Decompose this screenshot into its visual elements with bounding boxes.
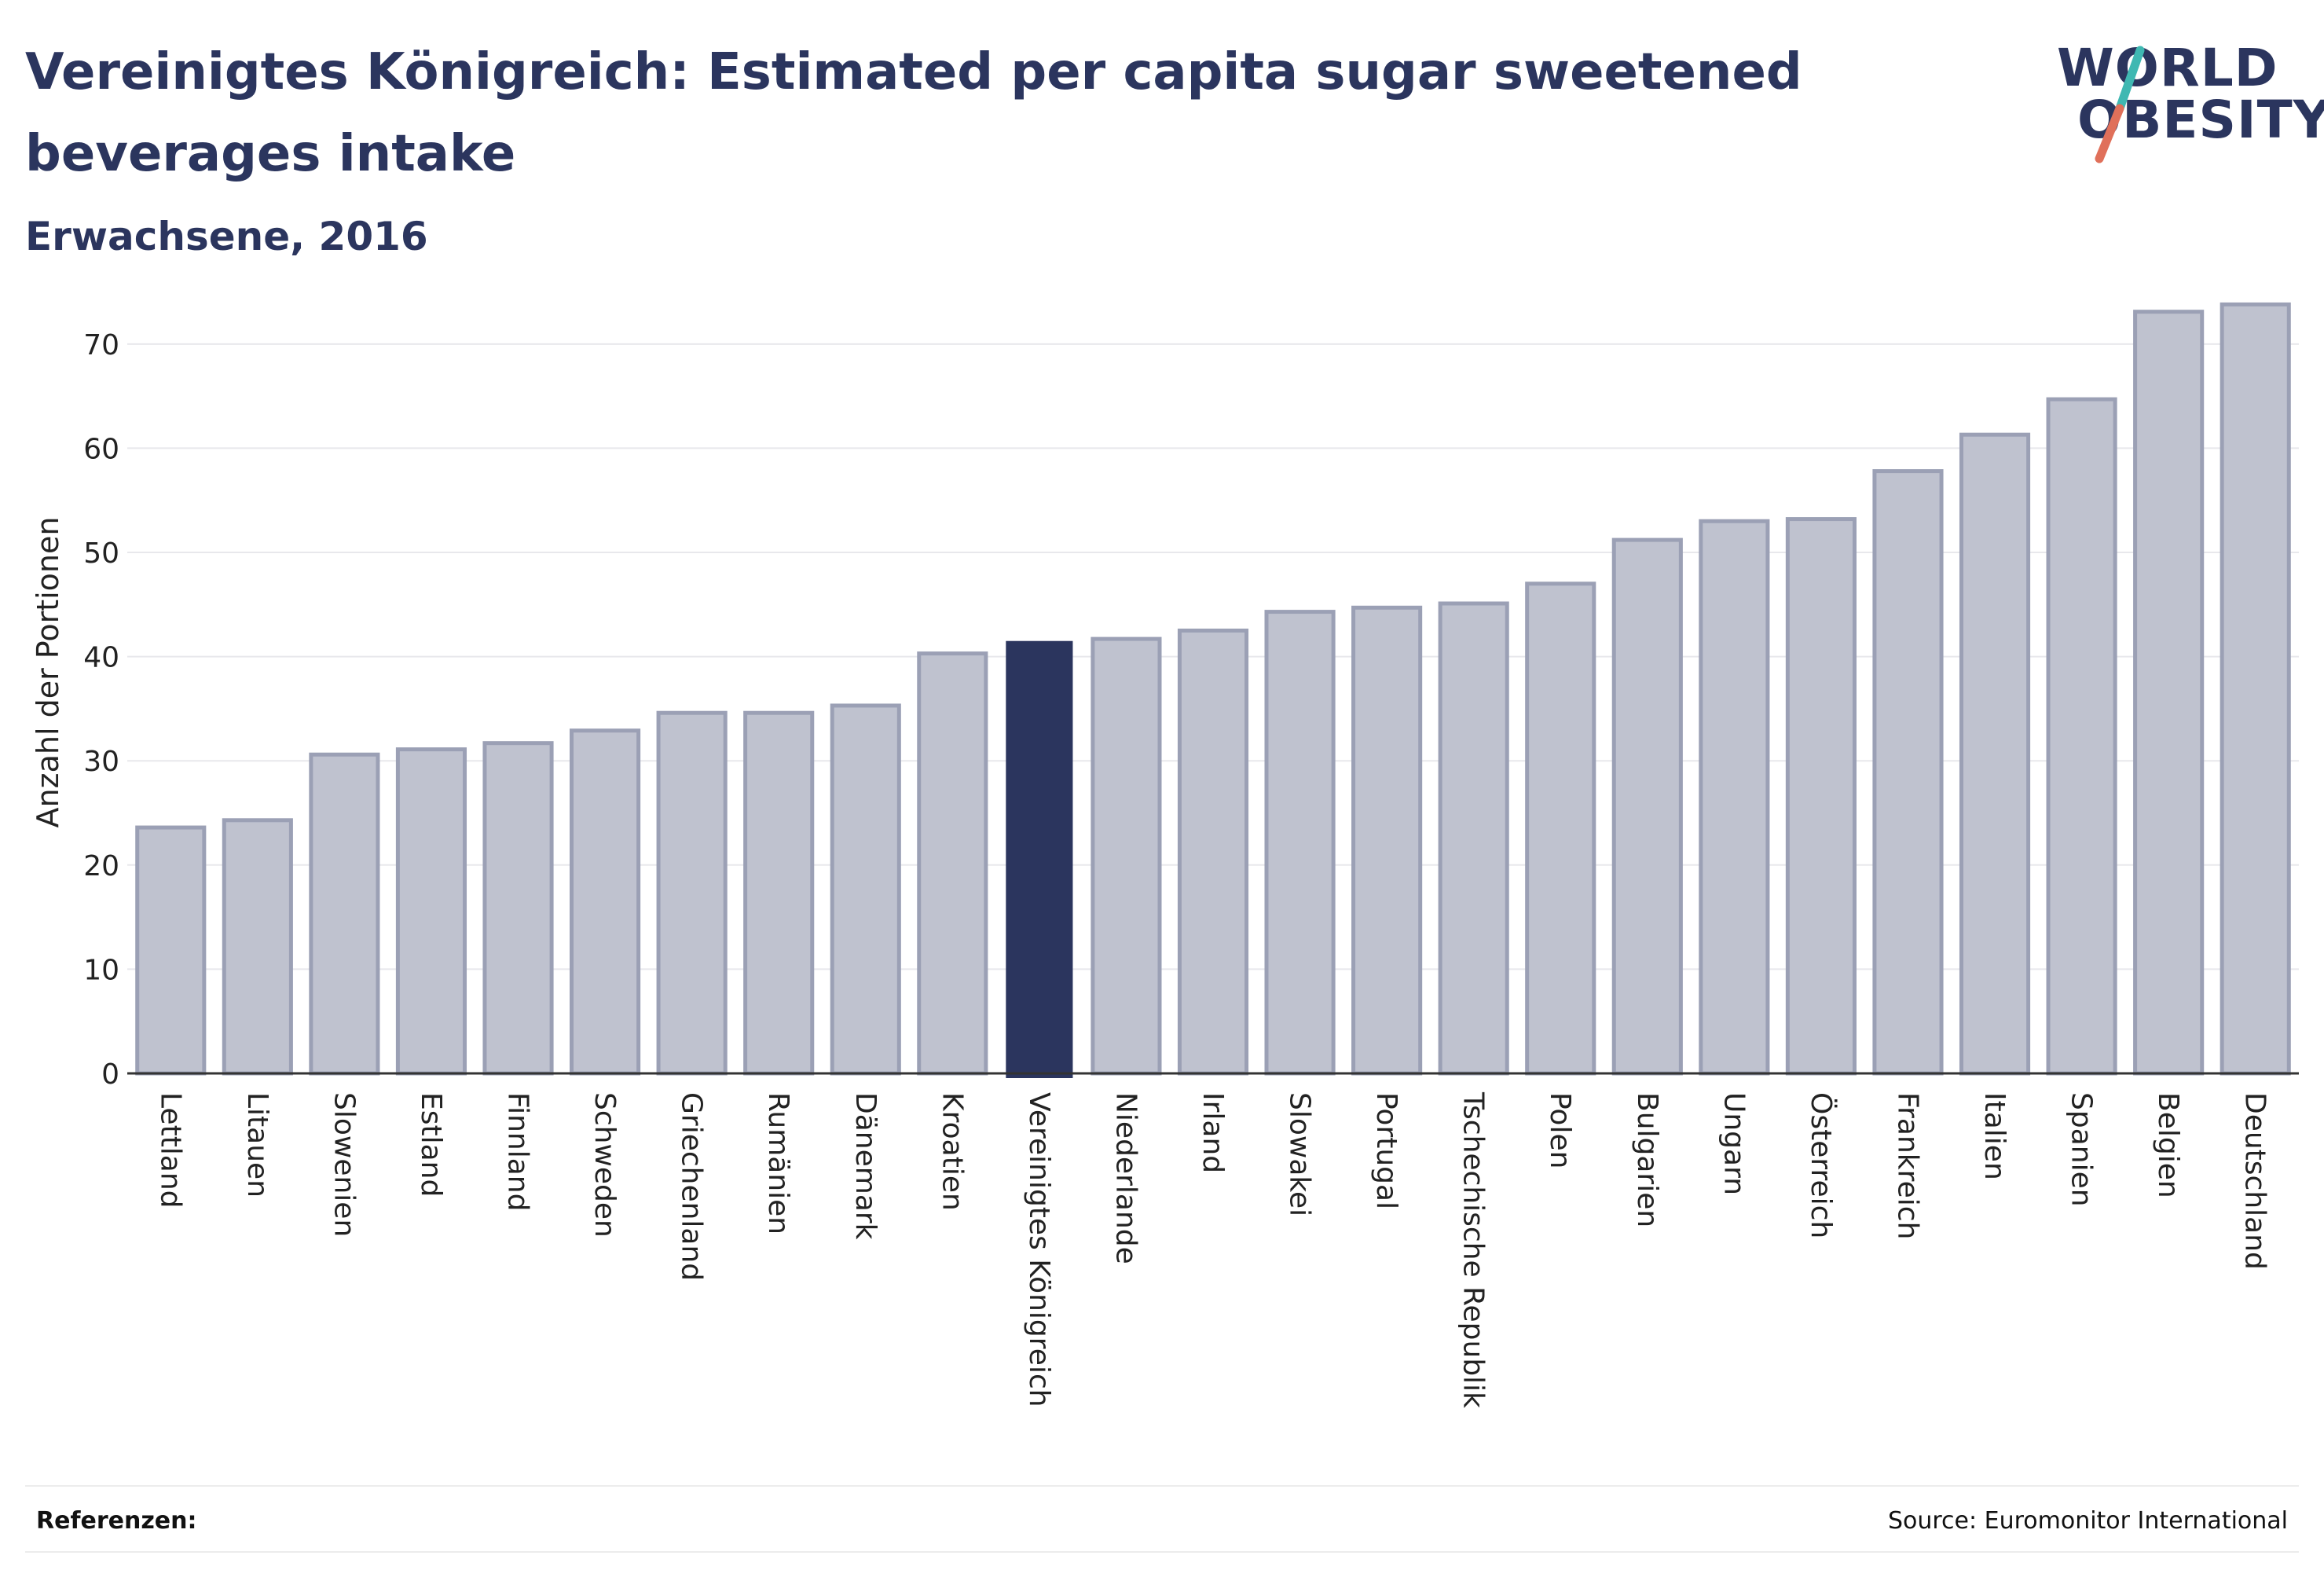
y-tick-label: 40 (83, 642, 119, 674)
bar (656, 710, 728, 1076)
x-tick-label: Litauen (241, 1092, 273, 1198)
footer-divider-bottom (25, 1551, 2299, 1553)
footer-divider-top (25, 1485, 2299, 1487)
x-tick-label: Kroatien (936, 1092, 968, 1211)
x-tick-label: Tschechische Republik (1457, 1091, 1490, 1408)
y-tick-label: 10 (83, 954, 119, 986)
y-tick-label: 60 (83, 433, 119, 465)
bar (743, 710, 815, 1076)
bar (2133, 310, 2205, 1076)
x-tick-label: Finnland (502, 1092, 534, 1211)
x-tick-label: Spanien (2066, 1092, 2098, 1207)
x-tick-label: Frankreich (1891, 1092, 1923, 1239)
bar (1959, 432, 2031, 1076)
x-tick-label: Österreich (1805, 1092, 1838, 1238)
x-tick-label: Dänemark (849, 1092, 882, 1240)
y-axis-label: Anzahl der Portionen (31, 517, 65, 828)
bar (1611, 537, 1683, 1076)
x-tick-label: Lettland (154, 1092, 186, 1209)
chart-title: Vereinigtes Königreich: Estimated per ca… (25, 43, 1802, 183)
source-note: Source: Euromonitor International (1887, 1507, 2288, 1535)
x-tick-label: Bulgarien (1631, 1092, 1663, 1227)
y-tick-label: 20 (83, 850, 119, 882)
chart-subtitle: Erwachsene, 2016 (25, 214, 428, 259)
bar-chart: 0 10 20 30 40 50 60 70 Anzahl der Portionen Lettl… (31, 302, 2299, 1408)
bar (1699, 519, 1770, 1076)
x-tick-label: Italien (1978, 1092, 2011, 1180)
x-tick-label: Ungarn (1717, 1092, 1750, 1195)
bar (395, 747, 467, 1076)
bar (309, 752, 380, 1076)
x-tick-label: Deutschland (2239, 1092, 2271, 1270)
x-tick-label: Rumänien (762, 1092, 794, 1234)
x-tick-label: Schweden (588, 1092, 621, 1238)
bar (222, 818, 293, 1076)
bar-highlighted (1006, 640, 1073, 1078)
logo-word-world: WORLD (2057, 38, 2278, 98)
bar (1872, 469, 1944, 1076)
x-tick-label: Irland (1197, 1092, 1229, 1173)
bar (1091, 636, 1162, 1076)
y-tick-label: 50 (83, 537, 119, 570)
bar (1351, 605, 1423, 1076)
x-tick-label: Griechenland (676, 1092, 708, 1281)
y-tick-label: 30 (83, 746, 119, 778)
bar (2046, 397, 2117, 1076)
x-tick-label: Portugal (1370, 1092, 1402, 1209)
y-tick-label: 70 (83, 329, 119, 361)
bar (135, 825, 207, 1076)
bar (482, 741, 554, 1076)
bar (1264, 610, 1336, 1076)
x-tick-label: Vereinigtes Königreich (1023, 1092, 1055, 1407)
x-tick-label: Slowenien (328, 1092, 360, 1237)
y-tick-label: 0 (101, 1058, 119, 1091)
bar (1438, 601, 1509, 1076)
x-tick-label: Niederlande (1109, 1092, 1142, 1264)
logo-slash-icon (2095, 46, 2145, 163)
bar (570, 728, 641, 1076)
bar (1785, 517, 1857, 1076)
bar (830, 703, 901, 1076)
x-tick-label: Polen (1544, 1092, 1576, 1168)
world-obesity-logo: WORLD OBESITY (2051, 24, 2324, 165)
bar (1525, 581, 1596, 1076)
bar (2220, 302, 2291, 1076)
x-tick-label: Estland (415, 1092, 447, 1197)
bar (917, 651, 988, 1076)
references-label: Referenzen: (36, 1507, 197, 1535)
x-tick-label: Slowakei (1284, 1092, 1316, 1216)
bar (1177, 628, 1249, 1076)
x-tick-label: Belgien (2152, 1092, 2184, 1198)
